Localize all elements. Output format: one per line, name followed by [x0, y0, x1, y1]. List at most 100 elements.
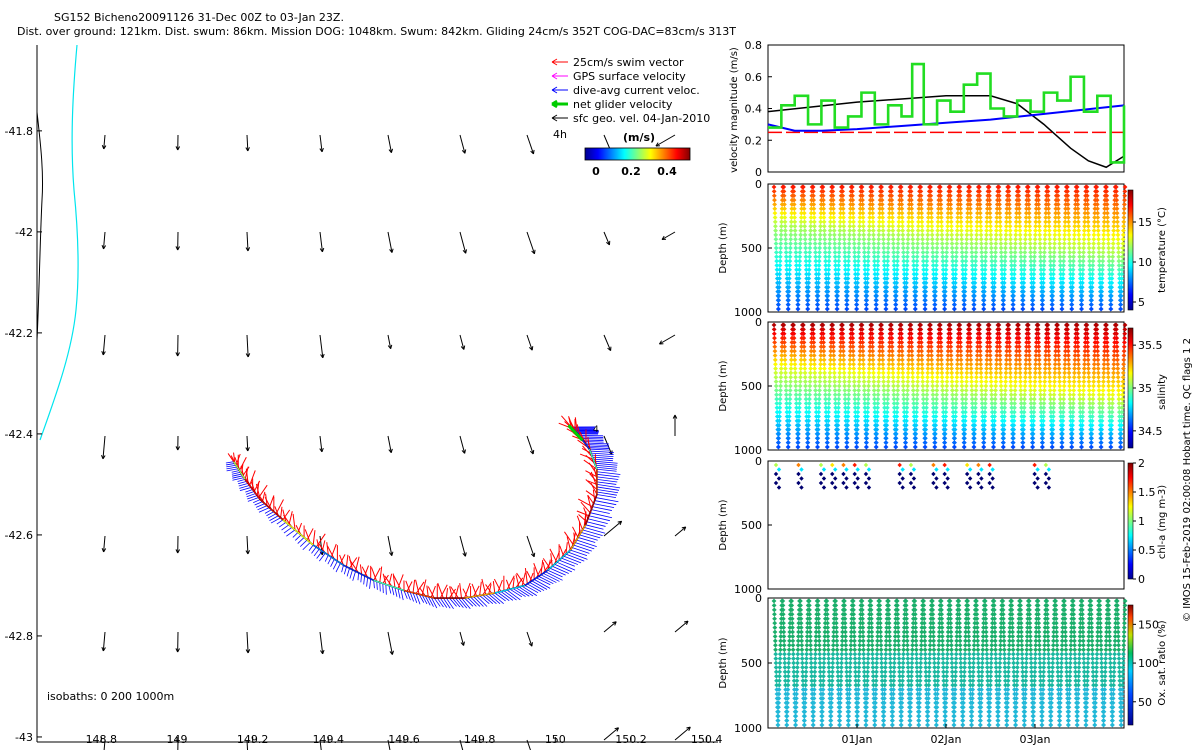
profile-point — [842, 245, 848, 251]
profile-point — [925, 232, 931, 238]
profile-point — [960, 267, 966, 273]
profile-point — [836, 263, 842, 268]
profile-point — [782, 202, 787, 207]
profile-point — [974, 223, 980, 229]
swim-vector — [576, 510, 590, 517]
profile-point — [877, 206, 883, 212]
dac-vector — [588, 447, 610, 449]
swim-vector — [292, 513, 296, 530]
profile-point — [869, 197, 875, 203]
profile-point — [777, 254, 783, 260]
profile-point — [815, 289, 821, 294]
profile-point — [871, 254, 877, 260]
profile-point — [881, 258, 887, 264]
swim-vector — [533, 563, 540, 577]
profile-point — [921, 267, 927, 273]
profile-point — [855, 258, 861, 264]
profile-point — [876, 232, 882, 238]
swim-vector — [264, 497, 273, 510]
profile-point — [854, 302, 860, 308]
profile-point — [925, 241, 930, 247]
profile-point — [908, 197, 914, 203]
profile-point — [911, 254, 916, 260]
track-speed-segment — [464, 592, 495, 599]
profile-point — [973, 245, 979, 251]
profile-point — [807, 258, 812, 264]
profile-point — [818, 206, 824, 212]
profile-point — [904, 271, 910, 277]
profile-point — [855, 280, 860, 286]
profile-point — [923, 284, 929, 290]
profile-point — [884, 289, 889, 294]
swim-vector — [382, 574, 389, 584]
profile-point — [841, 223, 847, 229]
profile-point — [923, 293, 928, 299]
profile-point — [932, 306, 938, 312]
profile-point — [866, 249, 871, 255]
profile-point — [938, 202, 944, 207]
profile-point — [830, 184, 836, 190]
profile-point — [992, 254, 998, 260]
profile-point — [845, 276, 851, 281]
profile-point — [782, 219, 788, 225]
profile-point — [937, 184, 943, 190]
depth-tick-label: 500 — [741, 519, 762, 532]
profile-point — [904, 267, 910, 273]
profile-point — [925, 219, 931, 225]
profile-point — [953, 254, 959, 260]
dac-vector — [231, 470, 240, 473]
profile-point — [832, 245, 838, 251]
profile-point — [772, 219, 778, 225]
profile-point — [959, 236, 965, 242]
colorbar-tick-label: 34.5 — [1138, 425, 1163, 438]
profile-point — [854, 306, 860, 312]
dac-vector — [593, 503, 615, 509]
dac-vector — [255, 503, 265, 508]
profile-point — [934, 245, 940, 251]
profile-point — [896, 228, 901, 233]
depth-tick-label: 0 — [755, 178, 762, 191]
profile-point — [872, 258, 877, 264]
geo-velocity-arrow — [387, 231, 394, 253]
profile-point — [797, 263, 802, 268]
velocity-y-tick-label: 0.8 — [745, 39, 763, 52]
dac-vector — [506, 589, 521, 601]
dac-vector — [341, 565, 344, 573]
profile-point — [954, 228, 960, 233]
dac-vector — [545, 571, 563, 581]
profile-point — [918, 188, 924, 194]
profile-point — [866, 241, 872, 247]
profile-point — [800, 184, 806, 190]
profile-point — [847, 232, 852, 238]
profile-point — [987, 202, 993, 207]
swim-vector — [529, 572, 534, 583]
profile-point — [792, 210, 797, 216]
profile-point — [808, 219, 814, 225]
dac-vector — [226, 466, 238, 470]
profile-point — [796, 271, 802, 277]
map-x-tick-label: 148.8 — [86, 733, 118, 746]
profile-point — [802, 228, 808, 233]
map-y-tick-label: -42.2 — [5, 327, 33, 340]
profile-point — [787, 245, 793, 251]
dac-vector — [594, 462, 618, 466]
profile-point — [792, 232, 798, 238]
profile-point — [867, 206, 873, 212]
profile-point — [992, 276, 998, 281]
salinity-colorbar — [1127, 327, 1134, 449]
profile-point — [788, 223, 794, 229]
profile-point — [959, 241, 965, 247]
dac-vector — [581, 438, 604, 440]
profile-point — [886, 236, 891, 242]
profile-point — [830, 193, 836, 199]
profile-point — [885, 241, 891, 247]
swim-vector — [516, 572, 526, 586]
dac-vector — [406, 591, 411, 601]
profile-point — [963, 245, 969, 251]
profile-point — [827, 236, 833, 242]
profile-point — [950, 258, 956, 264]
profile-point — [952, 289, 958, 294]
profile-point — [784, 267, 790, 273]
colorbar-tick-label: 1 — [1138, 515, 1145, 528]
swim-vector — [481, 578, 487, 595]
